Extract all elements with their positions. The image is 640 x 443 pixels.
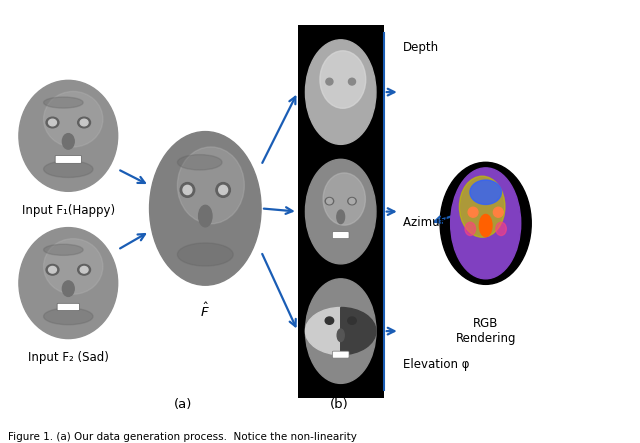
Ellipse shape <box>177 147 244 224</box>
Ellipse shape <box>465 222 476 236</box>
Ellipse shape <box>451 168 521 279</box>
Ellipse shape <box>468 207 478 217</box>
Text: (b): (b) <box>330 398 349 411</box>
Ellipse shape <box>326 198 332 204</box>
Ellipse shape <box>305 40 376 144</box>
Ellipse shape <box>44 244 83 255</box>
Ellipse shape <box>19 80 118 191</box>
Ellipse shape <box>77 117 90 128</box>
Text: Figure 1. (a) Our data generation process.  Notice the non-linearity: Figure 1. (a) Our data generation proces… <box>8 432 356 443</box>
Text: Elevation φ: Elevation φ <box>403 358 469 371</box>
Ellipse shape <box>44 239 103 294</box>
Ellipse shape <box>326 78 333 85</box>
Ellipse shape <box>177 155 222 170</box>
Ellipse shape <box>493 207 503 217</box>
Ellipse shape <box>348 317 356 324</box>
Ellipse shape <box>460 176 505 237</box>
Wedge shape <box>305 307 340 355</box>
FancyBboxPatch shape <box>332 351 349 358</box>
Ellipse shape <box>44 161 93 178</box>
Ellipse shape <box>305 279 376 383</box>
Ellipse shape <box>479 214 492 237</box>
Text: Depth: Depth <box>403 41 439 54</box>
FancyBboxPatch shape <box>298 25 384 398</box>
Ellipse shape <box>44 97 83 108</box>
Ellipse shape <box>62 281 74 296</box>
Ellipse shape <box>348 198 356 205</box>
Ellipse shape <box>440 162 531 284</box>
Ellipse shape <box>216 183 230 197</box>
Ellipse shape <box>183 185 192 194</box>
Text: $\hat{F}$: $\hat{F}$ <box>200 302 210 320</box>
Ellipse shape <box>46 117 59 128</box>
Ellipse shape <box>44 308 93 325</box>
Ellipse shape <box>337 210 344 224</box>
Ellipse shape <box>349 198 355 204</box>
Ellipse shape <box>80 119 88 126</box>
Ellipse shape <box>496 222 506 236</box>
Ellipse shape <box>77 264 90 275</box>
FancyBboxPatch shape <box>332 232 349 239</box>
Ellipse shape <box>325 198 333 205</box>
Ellipse shape <box>49 266 56 273</box>
Ellipse shape <box>198 205 212 227</box>
Ellipse shape <box>337 329 344 342</box>
Ellipse shape <box>19 228 118 338</box>
Ellipse shape <box>180 183 195 197</box>
FancyBboxPatch shape <box>55 155 81 163</box>
Ellipse shape <box>62 134 74 149</box>
Ellipse shape <box>49 119 56 126</box>
Ellipse shape <box>80 266 88 273</box>
Text: (a): (a) <box>174 398 192 411</box>
Ellipse shape <box>219 185 228 194</box>
Ellipse shape <box>323 173 365 225</box>
Ellipse shape <box>348 78 356 85</box>
Text: Azimuth θ: Azimuth θ <box>403 216 463 229</box>
FancyBboxPatch shape <box>57 303 79 311</box>
Text: RGB
Rendering: RGB Rendering <box>456 317 516 345</box>
Ellipse shape <box>470 180 502 205</box>
Ellipse shape <box>44 91 103 147</box>
Ellipse shape <box>325 317 333 324</box>
Ellipse shape <box>320 51 365 108</box>
Text: Input F₂ (Sad): Input F₂ (Sad) <box>28 351 109 365</box>
Ellipse shape <box>150 132 261 285</box>
Ellipse shape <box>305 159 376 264</box>
Text: Input F₁(Happy): Input F₁(Happy) <box>22 204 115 217</box>
Wedge shape <box>340 307 376 355</box>
Ellipse shape <box>46 264 59 275</box>
Ellipse shape <box>177 243 233 266</box>
